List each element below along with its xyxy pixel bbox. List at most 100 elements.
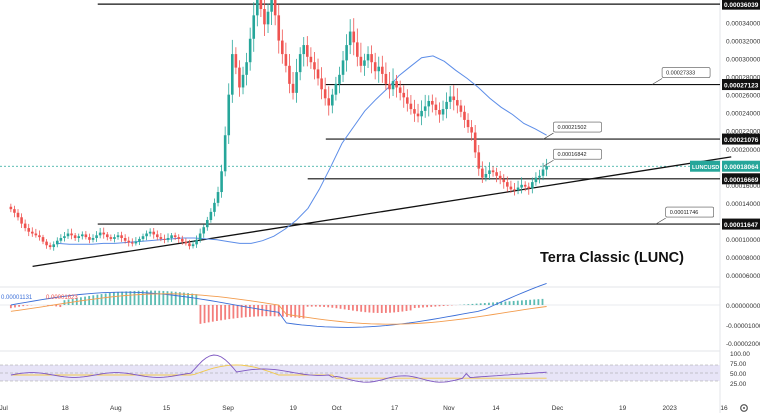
macd-histogram-bar xyxy=(426,305,428,307)
candle-body xyxy=(517,188,520,191)
candle-body xyxy=(13,209,16,213)
price-axis-tick-label: 0.00014000 xyxy=(726,201,760,208)
candle-body xyxy=(88,237,91,240)
candle-body xyxy=(306,45,309,57)
candle-body xyxy=(502,179,505,182)
macd-histogram-bar xyxy=(447,305,449,306)
candle-body xyxy=(52,244,55,247)
macd-histogram-bar xyxy=(517,301,519,305)
candle-body xyxy=(188,243,191,246)
price-axis-tick-label: 0.00036039 xyxy=(724,2,759,9)
candle-body xyxy=(24,224,27,229)
time-axis-label: Nov xyxy=(443,405,455,412)
candle-body xyxy=(167,238,170,240)
macd-histogram-bar xyxy=(22,305,24,306)
macd-histogram-bar xyxy=(529,300,531,305)
macd-histogram-bar xyxy=(373,305,375,313)
candle-body xyxy=(27,228,30,232)
macd-histogram-bar xyxy=(105,294,107,305)
candle-body xyxy=(545,166,548,169)
candle-body xyxy=(160,237,163,239)
candle-body xyxy=(99,233,102,236)
candle-body xyxy=(324,89,327,98)
candle-body xyxy=(342,60,345,74)
candle-body xyxy=(292,84,295,93)
macd-histogram-bar xyxy=(55,305,57,306)
macd-histogram-bar xyxy=(274,305,276,316)
macd-histogram-bar xyxy=(410,305,412,310)
candle-body xyxy=(406,97,409,103)
macd-histogram-bar xyxy=(216,305,218,321)
candle-body xyxy=(299,54,302,72)
candle-body xyxy=(506,182,509,187)
macd-histogram-bar xyxy=(356,305,358,311)
candle-body xyxy=(281,41,284,55)
macd-histogram-bar xyxy=(525,300,527,305)
macd-histogram-bar xyxy=(14,305,16,307)
macd-histogram-bar xyxy=(533,299,535,305)
candle-body xyxy=(260,0,263,9)
candle-body xyxy=(338,75,341,84)
candle-body xyxy=(185,242,188,244)
candle-body xyxy=(499,176,502,180)
time-axis-label: 19 xyxy=(290,405,298,412)
candle-body xyxy=(10,207,13,209)
candle-body xyxy=(431,101,434,105)
macd-histogram-bar xyxy=(167,291,169,305)
price-axis-tick-label: 0.00024000 xyxy=(726,111,760,118)
candle-body xyxy=(35,234,38,236)
macd-histogram-bar xyxy=(352,305,354,311)
candle-body xyxy=(420,111,423,116)
rsi-scale-label: 100.00 xyxy=(730,351,750,358)
candle-body xyxy=(217,192,220,203)
macd-histogram-bar xyxy=(224,305,226,320)
time-axis-label: 2023 xyxy=(662,405,677,412)
candle-body xyxy=(67,234,70,237)
candle-body xyxy=(113,237,116,239)
macd-histogram-bar xyxy=(88,296,90,305)
macd-histogram-bar xyxy=(92,295,94,305)
macd-histogram-bar xyxy=(84,297,86,305)
candle-body xyxy=(474,133,477,153)
macd-histogram-bar xyxy=(389,305,391,313)
price-axis-tick-label: 0.00010000 xyxy=(726,237,760,244)
candle-body xyxy=(63,236,66,238)
macd-histogram-bar xyxy=(125,291,127,305)
time-axis-label: Oct xyxy=(332,405,342,412)
candle-body xyxy=(145,234,148,237)
candle-body xyxy=(92,238,95,240)
candle-body xyxy=(381,67,384,74)
time-axis-label: 19 xyxy=(619,405,627,412)
macd-histogram-bar xyxy=(381,305,383,313)
price-axis-tick-label: 0.00026000 xyxy=(726,93,760,100)
macd-histogram-bar xyxy=(430,305,432,307)
candle-body xyxy=(110,237,113,239)
candle-body xyxy=(38,235,41,237)
candle-body xyxy=(456,100,459,105)
candle-body xyxy=(463,112,466,120)
candle-body xyxy=(235,54,238,68)
macd-histogram-bar xyxy=(315,305,317,307)
macd-histogram-bar xyxy=(488,303,490,305)
macd-histogram-bar xyxy=(59,305,61,307)
candle-body xyxy=(370,54,373,62)
candle-body xyxy=(535,178,538,183)
time-axis-label: 18 xyxy=(62,405,70,412)
macd-histogram-bar xyxy=(537,299,539,305)
macd-legend-value: 0.00001131 xyxy=(1,295,33,301)
candle-body xyxy=(402,93,405,98)
macd-histogram-bar xyxy=(439,305,441,306)
candle-body xyxy=(445,102,448,109)
candle-body xyxy=(363,60,366,65)
candle-body xyxy=(295,72,298,93)
rsi-scale-label: 50.00 xyxy=(730,371,747,378)
candle-body xyxy=(349,32,352,46)
candle-body xyxy=(399,87,402,92)
last-price-symbol-label: LUNCUSD xyxy=(692,165,719,171)
macd-histogram-bar xyxy=(521,300,523,305)
candle-body xyxy=(435,105,438,110)
candle-body xyxy=(17,213,20,218)
macd-scale-label: -0.00001000 xyxy=(726,323,760,330)
candle-body xyxy=(199,234,202,240)
